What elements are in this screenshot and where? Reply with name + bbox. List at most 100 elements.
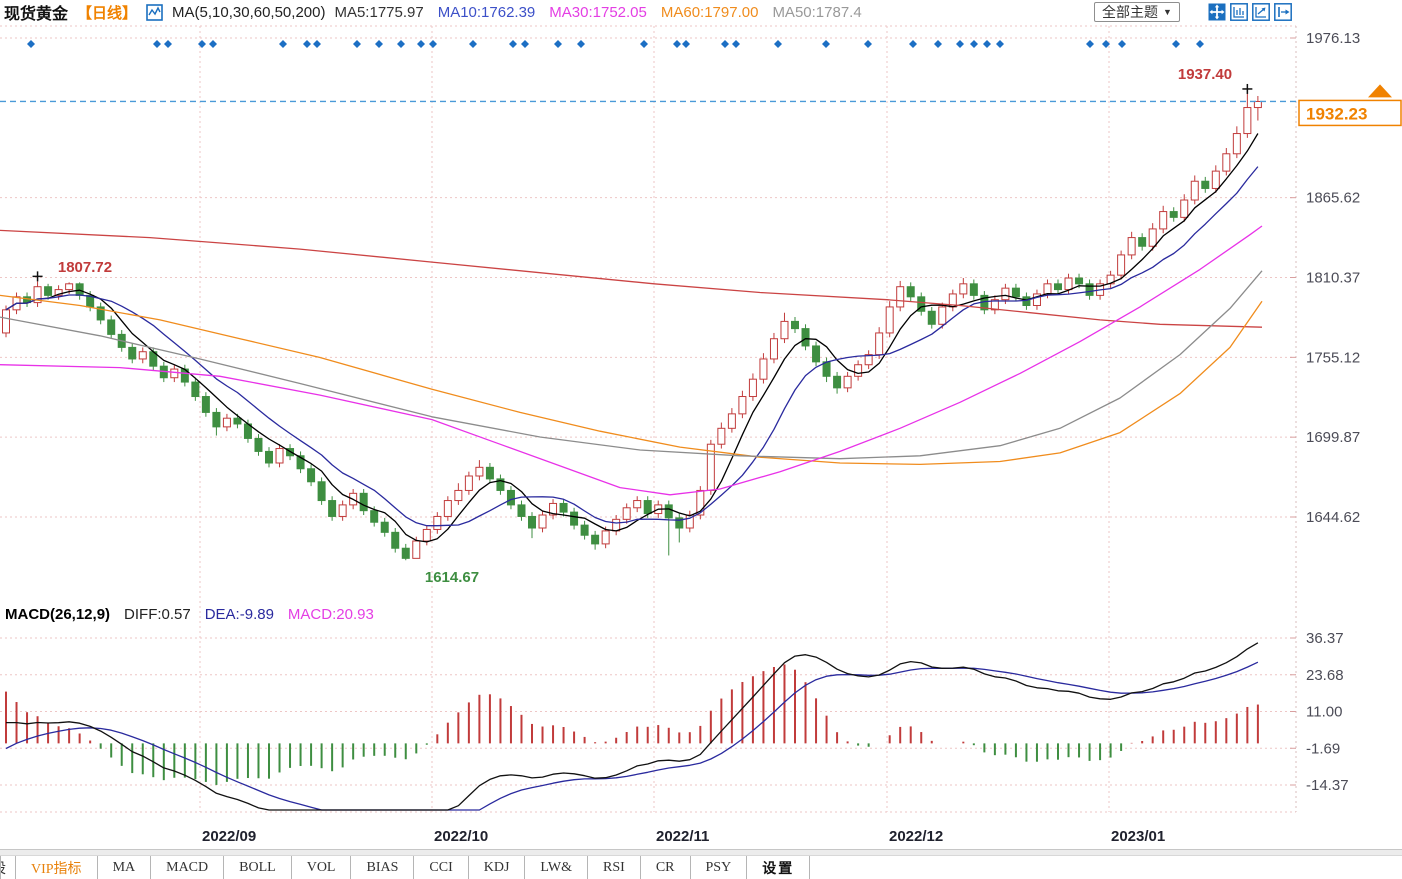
period-label: 【日线】	[77, 4, 138, 22]
candle-body	[927, 310, 936, 325]
x-axis-label: 2023/01	[1111, 828, 1165, 845]
indicator-header-segment: DIFF:0.57	[124, 606, 191, 623]
indicator-tab-VOL[interactable]: VOL	[292, 856, 352, 879]
signal-dot	[429, 40, 437, 48]
signal-dot	[375, 40, 383, 48]
candle-body	[33, 286, 42, 304]
candle-body	[265, 450, 273, 464]
candle-body	[506, 489, 515, 506]
candle-body	[138, 351, 147, 360]
candle-body	[201, 396, 210, 413]
candle-body	[107, 319, 116, 335]
ma-legend: MA5:1775.97 MA10:1762.39 MA30:1752.05 MA60:…	[334, 4, 861, 21]
candle-body	[1011, 287, 1020, 298]
macd-lines-layer	[5, 642, 1259, 811]
signal-dot	[983, 40, 991, 48]
signal-dot	[1102, 40, 1110, 48]
price-axis-label: 1810.37	[1306, 270, 1360, 287]
candle-body	[1243, 107, 1252, 135]
candle-body	[528, 515, 536, 529]
signal-dot	[774, 40, 782, 48]
candle-body	[622, 507, 631, 520]
x-axis-label: 2022/11	[656, 828, 709, 845]
price-axis-label: 1865.62	[1306, 190, 1360, 207]
indicator-header-segment: MACD:20.93	[287, 606, 374, 623]
candle-body	[233, 417, 242, 425]
ma-line-ma30	[0, 225, 1263, 496]
candle-body	[1180, 199, 1189, 218]
macd-axis-label: -1.69	[1306, 740, 1340, 757]
indicator-tab-MACD[interactable]: MACD	[151, 856, 225, 879]
candle-body	[54, 289, 63, 296]
candle-body	[1032, 293, 1041, 306]
price-axis-label: 1976.13	[1306, 30, 1360, 47]
signal-dot	[640, 40, 648, 48]
ma-legend-item: MA5:1775.97	[334, 3, 424, 21]
candle-body	[328, 500, 337, 517]
indicator-tab-VIP指标[interactable]: VIP指标	[16, 856, 98, 879]
indicator-tab-BIAS[interactable]: BIAS	[351, 856, 415, 879]
caret-down-icon: ▼	[1163, 7, 1172, 17]
indicator-tab-KDJ[interactable]: KDJ	[469, 856, 526, 879]
candle-body	[854, 364, 863, 377]
signal-dot	[1086, 40, 1094, 48]
candle-body	[990, 299, 999, 311]
candle-body	[1159, 211, 1168, 230]
candle-body	[1148, 228, 1157, 247]
ma-params-label: MA(5,10,30,60,50,200)	[172, 3, 326, 21]
indicator-tab-PSY[interactable]: PSY	[691, 856, 748, 879]
indicator-tab-LW&[interactable]: LW&	[525, 856, 589, 879]
indicator-tab-partial[interactable]: 设	[0, 856, 16, 879]
candle-body	[128, 346, 137, 360]
last-price-value: 1932.23	[1306, 104, 1367, 123]
indicator-tab-BOLL[interactable]: BOLL	[224, 856, 292, 879]
candle-body	[875, 332, 884, 356]
theme-selector-button[interactable]: 全部主题 ▼	[1094, 2, 1180, 22]
candle-body	[307, 468, 316, 483]
pan-icon[interactable]	[1208, 3, 1226, 21]
x-axis-label: 2022/10	[434, 828, 488, 845]
candle-body	[2, 309, 10, 334]
ma-line-ma10	[5, 166, 1259, 527]
candle-body	[1054, 283, 1062, 291]
indicator-tab-RSI[interactable]: RSI	[588, 856, 641, 879]
price-annotation: 1937.40	[1178, 66, 1232, 83]
candle-body	[401, 547, 410, 559]
candle-body	[633, 500, 642, 509]
candle-body	[475, 466, 484, 477]
candle-body	[433, 515, 442, 530]
macd-axis-label: -14.37	[1306, 777, 1349, 794]
ma-lines-layer	[0, 133, 1263, 543]
candle-body	[675, 517, 684, 529]
x-axis: 2022/09 2022/10 2022/11 2022/12 2023/01	[202, 828, 1165, 845]
candle-body	[1190, 180, 1199, 201]
ma-line-ma200	[0, 229, 1263, 328]
chart-type-icon[interactable]	[146, 3, 163, 21]
indicator-tab-CR[interactable]: CR	[641, 856, 691, 879]
pane-expand-icon[interactable]	[1274, 3, 1292, 21]
signal-dot	[864, 40, 872, 48]
macd-histogram-layer	[5, 664, 1259, 785]
y-axis-scale-icon[interactable]	[1230, 3, 1248, 21]
indicator-tab-设置[interactable]: 设置	[747, 856, 811, 879]
indicator-tab-MA[interactable]: MA	[98, 856, 152, 879]
indicator-tab-CCI[interactable]: CCI	[414, 856, 469, 879]
signal-dot	[469, 40, 477, 48]
candle-body	[1138, 237, 1147, 247]
candle-body	[748, 378, 757, 398]
candle-body	[296, 455, 305, 470]
candle-body	[696, 489, 705, 516]
price-annotation: 1807.72	[58, 259, 112, 276]
signal-dot	[554, 40, 562, 48]
signal-dot	[417, 40, 425, 48]
signal-dot	[682, 40, 690, 48]
candle-body	[969, 283, 978, 296]
candle-body	[938, 306, 947, 325]
chart-canvas[interactable]: 1932.23 1976.13 1865.62 1810.37 1755.12 1699.…	[0, 0, 1402, 849]
price-axis: 1976.13 1865.62 1810.37 1755.12 1699.87 1644.…	[1290, 30, 1360, 794]
candle-body	[1201, 180, 1210, 189]
x-axis-scale-icon[interactable]	[1252, 3, 1270, 21]
candle-body	[443, 500, 452, 517]
candle-body	[1232, 133, 1241, 155]
